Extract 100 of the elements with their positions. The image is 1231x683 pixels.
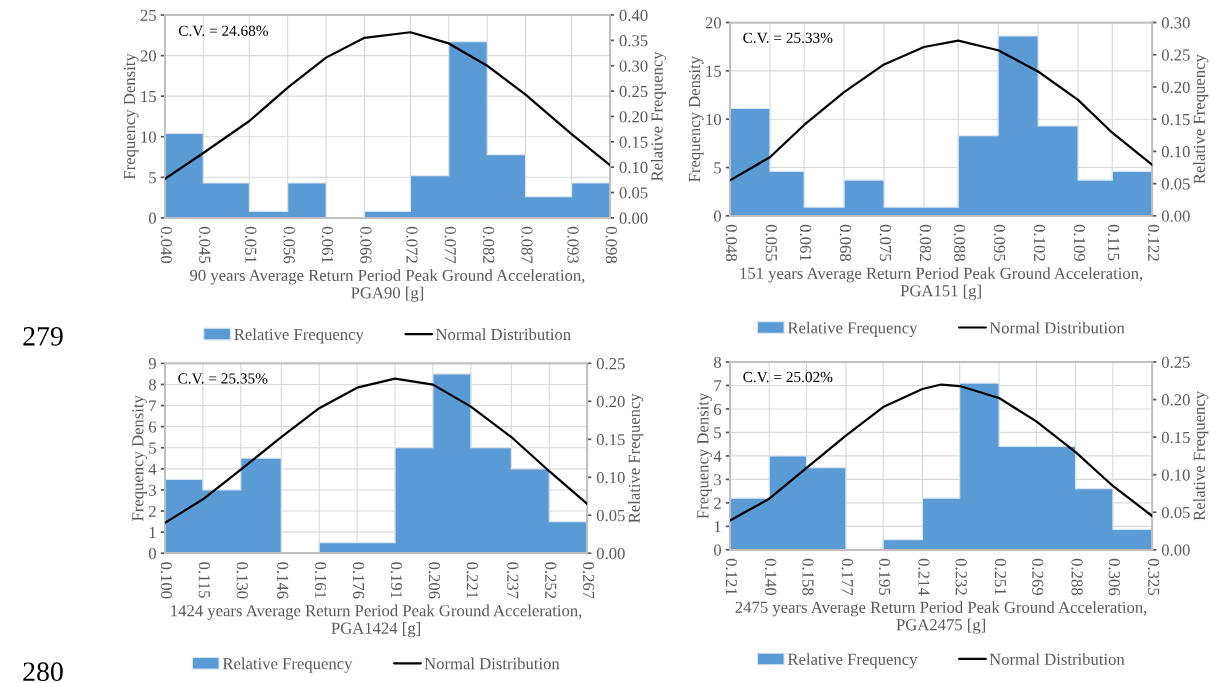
x-tick-label: 0.252 [545,562,557,599]
x-axis-title: 1424 years Average Return Period Peak Ground Acceleration, PGA1424 [g] [171,604,582,638]
x-tick-label: 0.093 [567,226,579,264]
x-tick-label: 0.082 [482,226,495,263]
y2-tick-label: 0.15 [1161,431,1190,444]
y-tick-label: 1 [149,526,156,538]
y-tick-label: 3 [714,474,721,486]
x-tick-label: 0.140 [765,558,777,596]
legend-label: Relative Frequency [222,657,353,673]
y-tick-label: 10 [141,131,156,143]
text: 279 [23,327,63,346]
x-tick-label: 0.195 [878,558,891,595]
y-tick-label: 15 [706,65,721,77]
x-tick-label: 0.040 [160,226,173,264]
y2-tick-label: 0.20 [1161,394,1190,406]
y2-tick-label: 0.00 [1161,210,1190,222]
x-tick-label: 0.288 [1071,558,1083,596]
y-tick-label: 20 [705,17,722,29]
x-tick-label: 0.251 [994,558,1007,595]
y2-tick-label: 0.25 [1161,49,1190,61]
y-axis-title: Frequency Density [132,395,147,521]
annotation: C.V. = 25.02% [743,371,833,383]
x-tick-label: 0.115 [198,562,210,598]
y2-tick-label: 0.15 [596,434,625,446]
line-series [729,383,1153,522]
y-tick-label: 5 [714,427,721,439]
y-tick-label: 7 [714,380,722,392]
y2-tick-label: 0.00 [619,212,648,224]
x-tick-label: 0.130 [236,562,248,599]
y-tick-label: 10 [706,113,722,126]
y-tick-label: 2 [714,497,721,509]
x-tick-label: 0.056 [283,226,295,264]
x-tick-label: 0.088 [953,224,966,262]
x-tick-label: 0.269 [1032,558,1044,595]
x-tick-label: 0.325 [1147,558,1160,595]
y2-tick-label: 0.30 [1161,17,1190,29]
y-tick-label: 0 [713,210,722,222]
y-tick-label: 6 [149,421,157,433]
y2-tick-label: 0.25 [596,358,625,370]
y2-tick-label: 0.25 [619,85,648,98]
y2-tick-label: 0.00 [596,547,625,560]
x-tick-label: 0.068 [839,224,852,262]
y2-tick-label: 0.10 [619,161,648,174]
y2-tick-label: 0.20 [619,111,648,123]
y2-tick-label: 0.00 [1161,544,1190,556]
x-tick-label: 0.082 [919,224,932,261]
x-tick-label: 0.232 [955,558,967,595]
x-tick-label: 0.146 [277,562,289,599]
y2-tick-label: 0.25 [1161,356,1190,369]
x-tick-label: 0.051 [245,226,257,263]
x-tick-label: 0.061 [799,224,812,261]
x-axis-title: 151 years Average Return Period Peak Ground Acceleration, PGA151 [g] [740,267,1143,300]
x-tick-label: 0.115 [1108,224,1120,261]
x-axis-title: 2475 years Average Return Period Peak Ground Acceleration, PGA2475 [g] [735,601,1147,634]
x-tick-label: 0.122 [1147,224,1160,261]
y2-axis-title: Relative Frequency [1193,54,1209,184]
y2-tick-label: 0.30 [619,60,648,72]
legend-label: Normal Distribution [435,328,571,341]
x-tick-label: 0.100 [160,562,173,599]
x-tick-label: 0.206 [428,562,441,599]
y-tick-label: 4 [713,450,722,462]
x-axis-title: 90 years Average Return Period Peak Ground Acceleration, PGA90 [g] [190,269,585,302]
y2-tick-label: 0.10 [1161,469,1190,481]
x-tick-label: 0.098 [605,226,618,264]
x-tick-label: 0.055 [765,224,777,262]
y2-tick-label: 0.20 [1161,81,1190,93]
y-tick-label: 5 [149,172,156,184]
y2-tick-label: 0.10 [1161,146,1190,158]
x-tick-label: 0.045 [199,226,211,264]
legend-label: Normal Distribution [989,321,1125,334]
y2-axis-title: Relative Frequency [650,51,667,181]
y2-tick-label: 0.40 [619,9,648,22]
legend-label: Relative Frequency [787,653,918,669]
x-tick-label: 0.075 [879,224,892,262]
y2-tick-label: 0.05 [619,187,648,199]
x-tick-label: 0.121 [725,558,738,595]
legend-label: Relative Frequency [787,321,918,337]
y-tick-label: 6 [714,403,722,415]
x-tick-label: 0.177 [841,558,853,596]
y-tick-label: 0 [148,212,156,224]
x-tick-label: 0.214 [918,558,930,596]
x-tick-label: 0.176 [352,562,365,599]
y2-tick-label: 0.15 [619,136,648,148]
x-tick-label: 0.072 [406,226,418,263]
y-tick-label: 3 [149,484,156,496]
y2-tick-label: 0.05 [596,509,625,522]
x-tick-label: 0.061 [321,226,334,263]
y-tick-label: 20 [140,50,156,62]
x-tick-label: 0.048 [725,224,738,262]
x-tick-label: 0.221 [466,562,478,599]
y2-axis-title: Relative Frequency [628,393,644,523]
y-tick-label: 4 [148,463,157,475]
x-tick-label: 0.077 [444,226,456,264]
x-tick-label: 0.306 [1108,558,1120,596]
y2-tick-label: 0.05 [1161,178,1190,190]
annotation: C.V. = 25.35% [178,373,268,384]
x-tick-label: 0.095 [993,224,1006,262]
y2-tick-label: 0.35 [619,35,648,47]
x-tick-label: 0.158 [802,558,814,596]
y2-tick-label: 0.15 [1161,113,1190,126]
